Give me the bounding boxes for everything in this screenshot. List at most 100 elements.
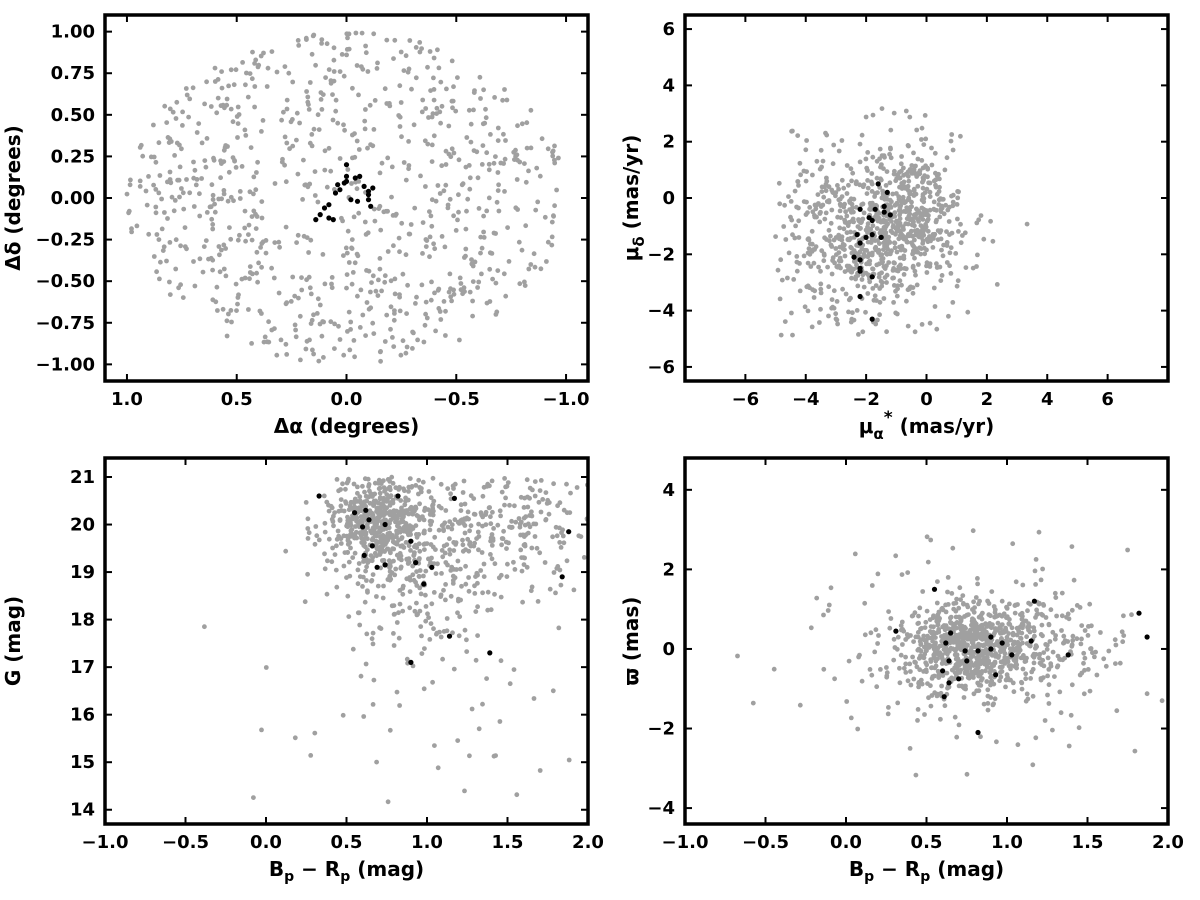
field-star-point (251, 208, 257, 214)
field-star-point (826, 227, 832, 233)
field-star-point (458, 502, 464, 508)
field-star-point (462, 530, 468, 536)
field-star-point (451, 150, 457, 156)
field-star-point (874, 226, 880, 231)
field-star-point (443, 582, 448, 587)
field-star-point (377, 349, 383, 355)
field-star-point (512, 567, 518, 572)
field-star-point (934, 618, 940, 624)
field-star-point (247, 71, 253, 76)
field-star-point (831, 305, 837, 311)
field-star-point (463, 246, 469, 252)
field-star-point (343, 501, 349, 506)
field-star-point (995, 613, 1000, 619)
field-star-point (214, 110, 220, 116)
field-star-point (950, 147, 956, 153)
field-star-point (970, 627, 976, 632)
field-star-point (397, 124, 403, 129)
field-star-point (331, 69, 337, 74)
field-star-point (156, 140, 162, 146)
field-star-point (451, 84, 456, 90)
field-star-point (127, 182, 133, 188)
field-star-point (249, 214, 255, 220)
field-star-point (928, 657, 934, 662)
field-star-point (441, 188, 447, 194)
field-star-point (295, 232, 301, 238)
field-star-point (956, 722, 962, 728)
field-star-point (931, 206, 937, 212)
field-star-point (461, 285, 467, 291)
field-star-point (328, 168, 334, 174)
field-star-point (346, 46, 352, 52)
field-star-point (953, 600, 959, 606)
field-star-point (197, 213, 203, 219)
field-star-point (523, 179, 529, 185)
field-star-point (998, 674, 1004, 680)
field-star-point (475, 580, 480, 586)
field-star-point (389, 535, 395, 540)
field-star-point (326, 145, 332, 151)
field-star-point (470, 263, 476, 269)
field-star-point (429, 601, 435, 607)
field-star-point (184, 92, 190, 98)
field-star-point (939, 683, 944, 689)
field-star-point (958, 661, 963, 666)
field-star-point (976, 644, 982, 649)
field-star-point (921, 199, 927, 205)
field-star-point (262, 334, 268, 340)
member-star-point (330, 217, 336, 223)
field-star-point (254, 170, 259, 175)
field-star-point (344, 31, 350, 37)
field-star-point (479, 271, 484, 277)
field-star-point (303, 346, 309, 352)
member-star-point (363, 507, 369, 513)
field-star-point (1066, 743, 1072, 749)
field-star-point (409, 86, 414, 92)
field-star-point (889, 219, 894, 224)
field-star-point (938, 228, 944, 234)
field-star-point (823, 210, 829, 216)
field-star-point (960, 593, 966, 598)
field-star-point (403, 508, 408, 514)
field-star-point (849, 178, 854, 184)
field-star-point (396, 610, 401, 616)
field-star-point (540, 497, 546, 502)
field-star-point (362, 599, 368, 605)
field-star-point (831, 237, 837, 243)
field-star-point (370, 320, 376, 326)
field-star-point (843, 209, 848, 215)
field-star-point (439, 163, 445, 169)
field-star-point (172, 198, 178, 203)
field-star-point (307, 285, 313, 291)
field-star-point (1033, 582, 1038, 587)
field-star-point (343, 486, 348, 492)
field-star-point (243, 238, 249, 244)
field-star-point (153, 159, 159, 165)
field-star-point (323, 75, 328, 80)
field-star-point (165, 179, 170, 185)
field-star-point (209, 182, 215, 188)
field-star-point (1113, 642, 1119, 648)
field-star-point (220, 102, 226, 108)
field-star-point (1006, 631, 1011, 636)
field-star-point (369, 636, 375, 642)
field-star-point (918, 641, 924, 647)
field-star-point (529, 509, 534, 515)
field-star-point (790, 332, 795, 338)
field-star-point (487, 505, 492, 510)
field-star-point (911, 193, 917, 198)
field-star-point (1046, 622, 1052, 628)
field-star-point (224, 318, 230, 324)
field-star-point (841, 226, 847, 232)
field-star-point (392, 572, 398, 578)
field-star-point (953, 614, 959, 620)
field-star-point (835, 321, 840, 327)
field-star-point (864, 248, 869, 253)
member-star-point (1028, 638, 1034, 644)
field-star-point (915, 718, 920, 723)
field-star-point (1064, 614, 1069, 620)
field-star-point (297, 120, 302, 126)
field-star-point (507, 502, 512, 508)
field-star-point (905, 570, 911, 575)
field-star-point (449, 58, 455, 64)
